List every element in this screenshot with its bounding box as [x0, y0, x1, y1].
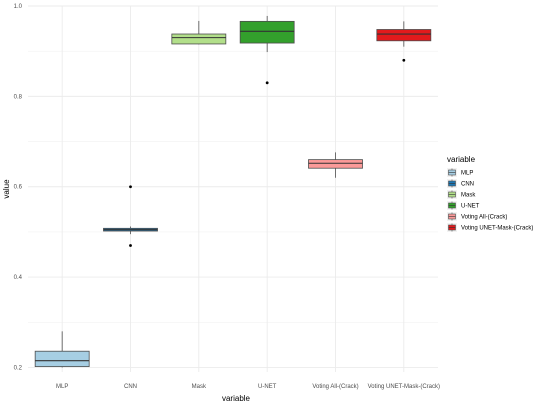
- legend: variable MLP CNN Mask U-NET Voting All-(Crac…: [447, 155, 533, 232]
- legend-label: MLP: [461, 171, 473, 177]
- legend-label: U-NET: [461, 204, 480, 210]
- legend-label: Voting All-(Crack): [461, 215, 507, 221]
- legend-title: variable: [447, 155, 476, 164]
- box-body: [171, 33, 227, 45]
- y-tick-label: 0.2: [14, 365, 23, 371]
- box-outlier-point: [129, 244, 132, 247]
- box-outlier-point: [265, 81, 269, 85]
- y-tick-label: 0.4: [14, 275, 23, 281]
- x-tick-label: U-NET: [258, 384, 277, 390]
- box-body: [239, 20, 295, 44]
- x-axis-title: variable: [222, 394, 251, 403]
- legend-label: Voting UNET-Mask-(Crack): [461, 226, 533, 232]
- box-body: [376, 29, 432, 42]
- legend-label: Mask: [461, 193, 476, 199]
- box-outlier-point: [129, 185, 132, 189]
- y-tick-label: 0.8: [14, 94, 23, 100]
- y-tick-label: 0.6: [14, 185, 23, 191]
- grid-lines: [28, 5, 438, 372]
- box-body: [34, 350, 90, 367]
- x-tick-label: Voting All-(Crack): [312, 384, 358, 390]
- legend-label: CNN: [461, 182, 474, 188]
- x-tick-label: Mask: [192, 384, 207, 390]
- x-tick-label: CNN: [124, 384, 137, 390]
- box-body: [308, 159, 363, 169]
- y-tick-label: 1.0: [14, 4, 23, 10]
- y-axis-title: value: [2, 179, 11, 199]
- box-series: [34, 15, 432, 368]
- axis-ticks: 0.2 0.4 0.6 0.8 1.0 MLP CNN Mask U-NET Voting All…: [14, 4, 440, 390]
- x-tick-label: Voting UNET-Mask-(Crack): [368, 384, 440, 390]
- x-tick-label: MLP: [56, 384, 68, 390]
- box-outlier-point: [402, 58, 406, 62]
